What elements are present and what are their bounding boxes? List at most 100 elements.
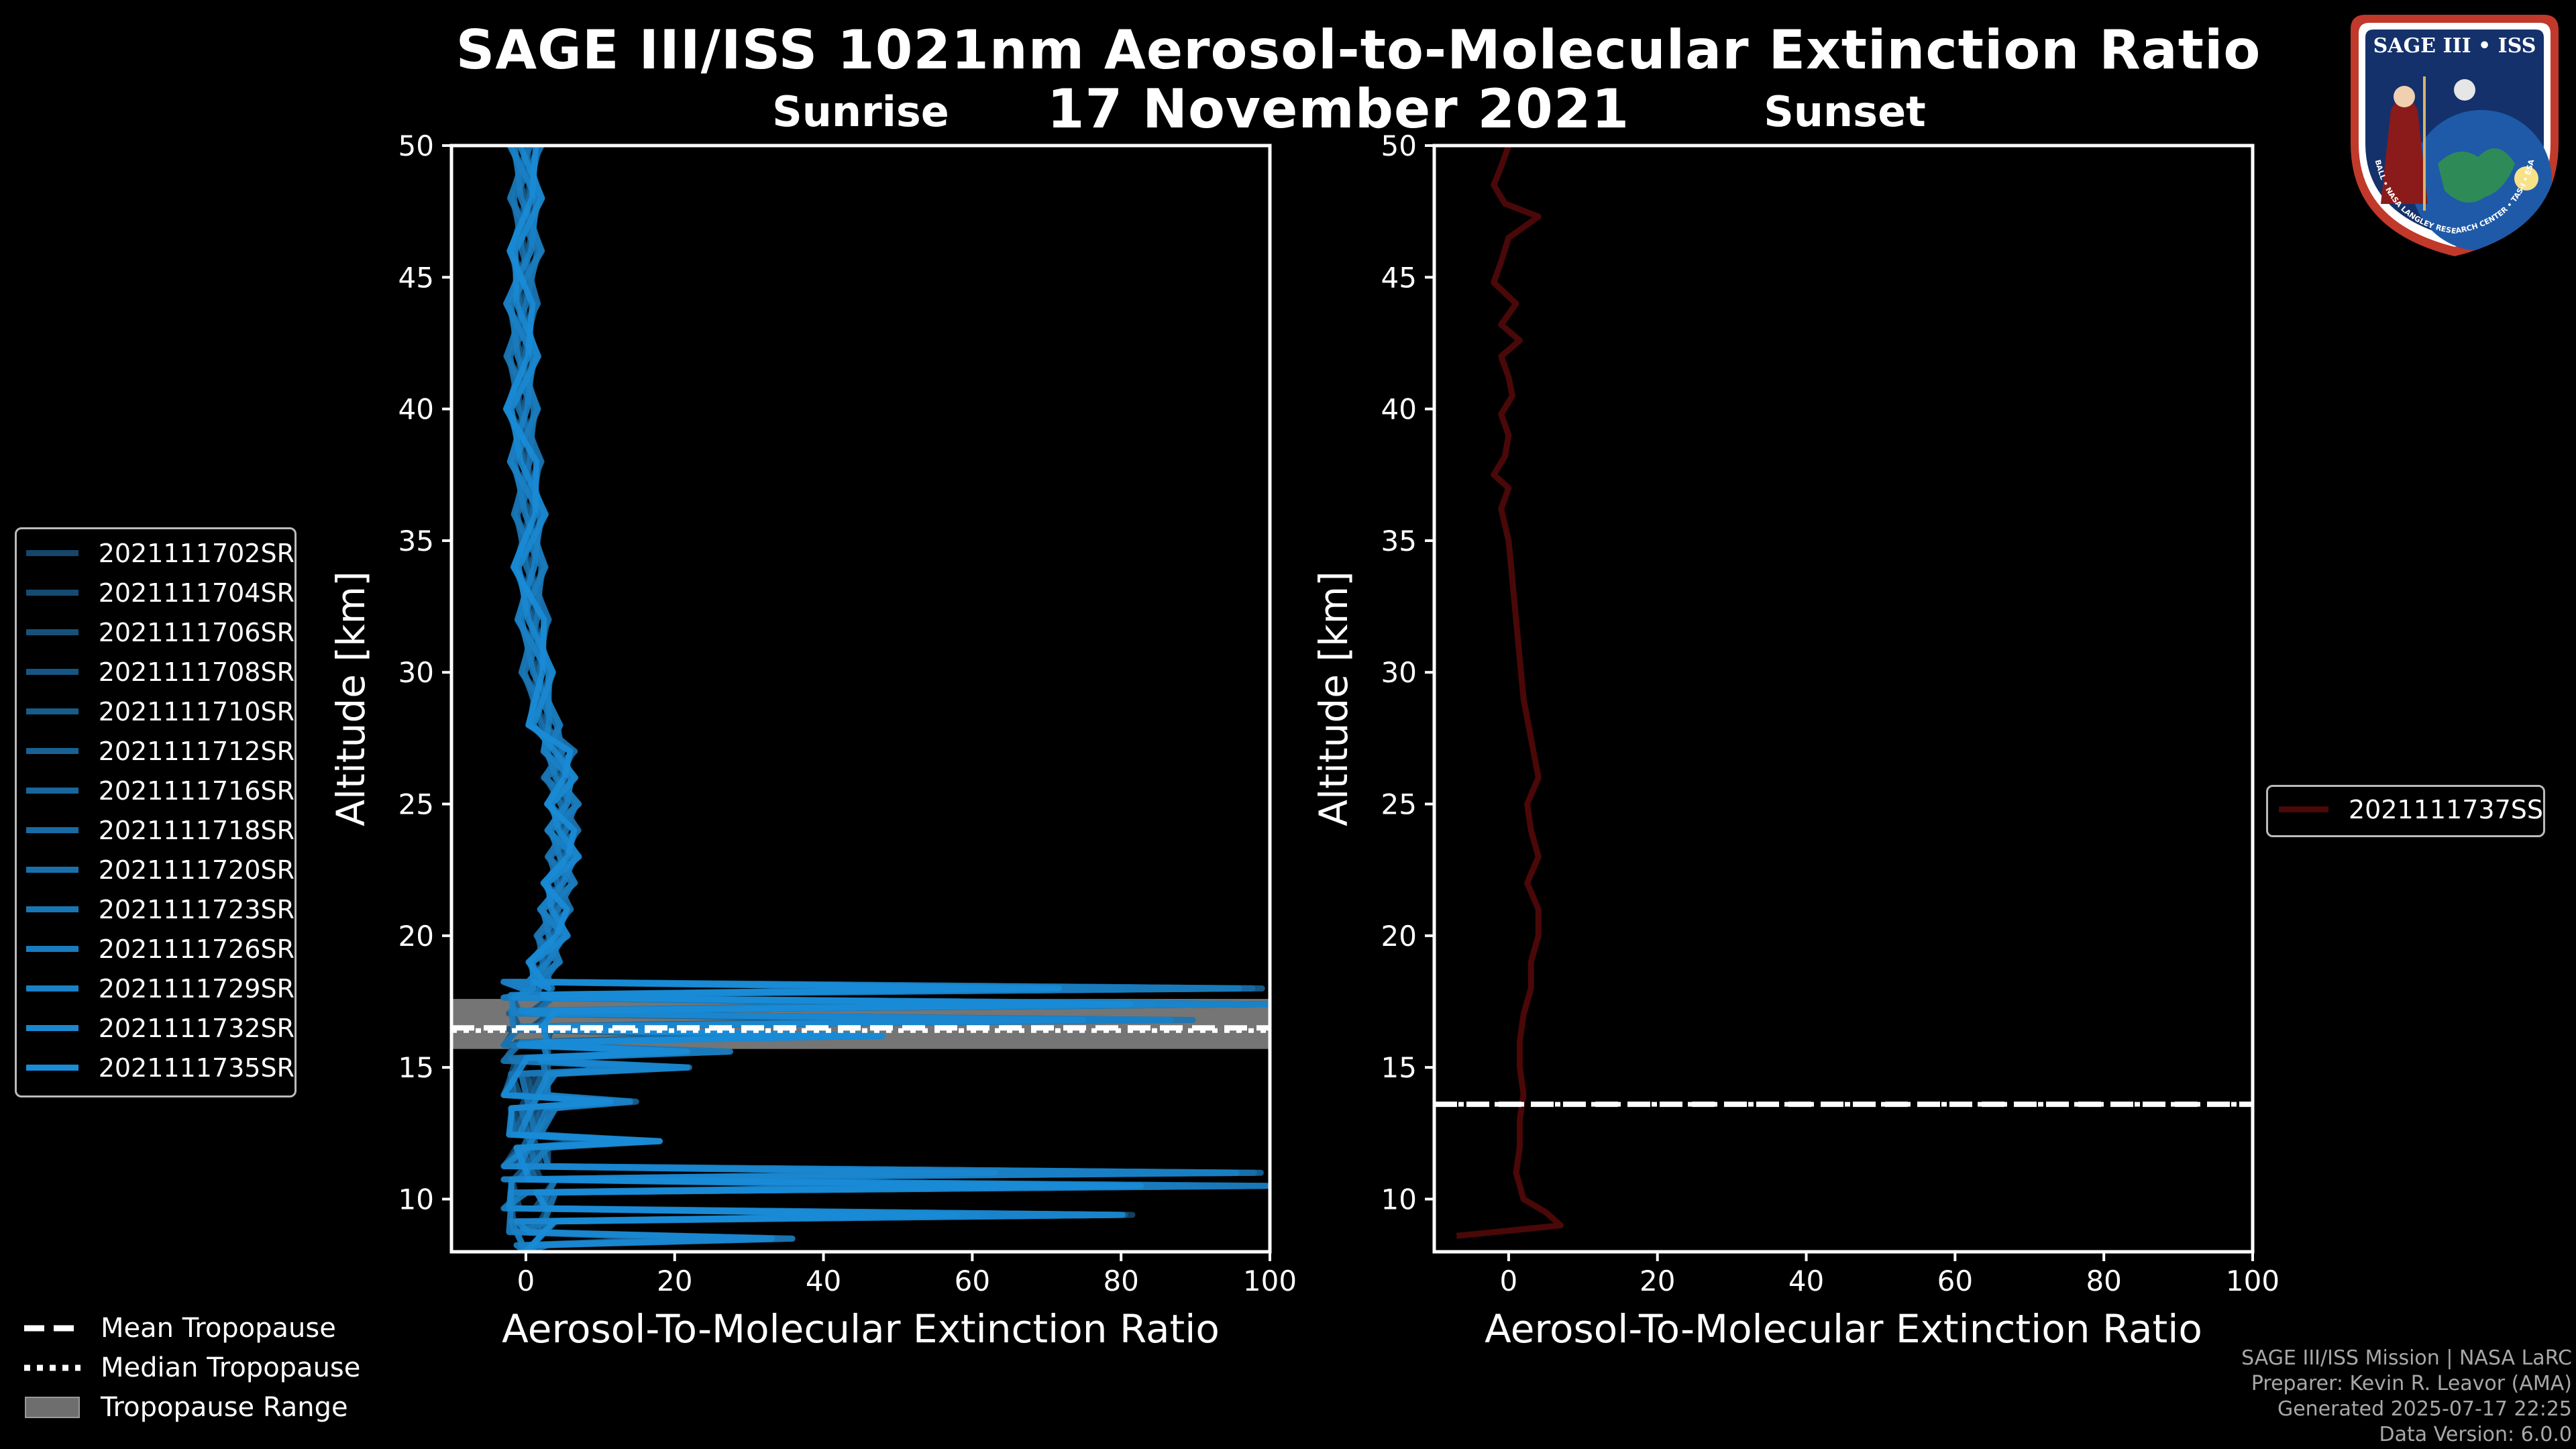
x-axis-label: Aerosol-To-Molecular Extinction Ratio — [502, 1306, 1220, 1352]
y-tick-label: 40 — [1381, 393, 1417, 426]
credit-preparer: Preparer: Kevin R. Leavor (AMA) — [2251, 1372, 2572, 1395]
x-tick-label: 100 — [2226, 1265, 2279, 1297]
legend-swatch — [26, 550, 78, 556]
legend-label: 2021111716SR — [98, 775, 294, 806]
legend-item-2021111723SR: 2021111723SR — [17, 890, 294, 929]
legend-label: Tropopause Range — [101, 1391, 348, 1423]
legend-label: 2021111732SR — [98, 1013, 294, 1043]
y-tick-label: 15 — [1381, 1051, 1417, 1084]
legend-swatch — [26, 1065, 78, 1071]
legend-item-2021111718SR: 2021111718SR — [17, 810, 294, 850]
plot-frame — [1432, 144, 2255, 1254]
legend-label: Mean Tropopause — [101, 1312, 336, 1344]
legend-label: 2021111712SR — [98, 736, 294, 766]
legend-item-2021111710SR: 2021111710SR — [17, 692, 294, 731]
legend-item-2021111712SR: 2021111712SR — [17, 731, 294, 771]
legend-item-2021111720SR: 2021111720SR — [17, 850, 294, 890]
legend-label: 2021111723SR — [98, 894, 294, 924]
legend-label: 2021111704SR — [98, 578, 294, 608]
x-tick-label: 40 — [1788, 1265, 1824, 1297]
y-tick-label: 50 — [398, 129, 434, 162]
legend-label: 2021111726SR — [98, 934, 294, 964]
badge-title: SAGE III • ISS — [2373, 34, 2536, 58]
tropopause-legend: Mean Tropopause Median Tropopause Tropop… — [24, 1308, 360, 1427]
x-tick-label: 0 — [1500, 1265, 1518, 1297]
legend-item-2021111735SR: 2021111735SR — [17, 1048, 294, 1087]
y-tick-label: 25 — [1381, 788, 1417, 821]
scientist-figure — [2381, 97, 2428, 204]
legend-swatch — [26, 629, 78, 635]
series-line-2021111732SR — [501, 146, 1270, 1252]
dotted-line-swatch — [24, 1364, 80, 1371]
credits: SAGE III/ISS Mission | NASA LaRC Prepare… — [2241, 1346, 2572, 1448]
legend-label: 2021111737SS — [2348, 794, 2543, 824]
sunset-panel-title: Sunset — [1764, 87, 1926, 136]
y-axis-label: Altitude [km] — [328, 571, 374, 826]
dashed-line-swatch — [24, 1325, 80, 1331]
series-line-2021111737SS — [1456, 146, 1564, 1239]
y-tick-label: 25 — [398, 788, 434, 821]
plot-frame — [449, 144, 1272, 1254]
credit-version: Data Version: 6.0.0 — [2379, 1423, 2572, 1446]
series-group — [1456, 146, 1564, 1239]
y-tick-label: 10 — [398, 1183, 434, 1216]
legend-item-2021111729SR: 2021111729SR — [17, 969, 294, 1008]
x-tick-label: 40 — [806, 1265, 841, 1297]
legend-swatch — [26, 946, 78, 952]
legend-label: 2021111708SR — [98, 657, 294, 687]
credit-mission: SAGE III/ISS Mission | NASA LaRC — [2241, 1346, 2572, 1370]
y-tick-label: 30 — [1381, 656, 1417, 689]
legend-swatch — [2279, 806, 2328, 812]
legend-item-2021111716SR: 2021111716SR — [17, 771, 294, 810]
y-axis-label: Altitude [km] — [1311, 571, 1356, 826]
legend-item-2021111732SR: 2021111732SR — [17, 1008, 294, 1048]
sunrise-panel-title: Sunrise — [772, 87, 949, 136]
legend-label: 2021111710SR — [98, 696, 294, 727]
legend-swatch — [26, 708, 78, 714]
x-tick-label: 20 — [657, 1265, 692, 1297]
sunset-panel: 0 20 40 60 80 100 10 15 20 25 30 35 40 45 50 Aerosol-To… — [1311, 129, 2279, 1352]
y-tick-label: 35 — [1381, 525, 1417, 557]
legend-swatch — [26, 788, 78, 794]
x-tick-label: 100 — [1243, 1265, 1297, 1297]
sunrise-legend: 2021111702SR 2021111704SR 2021111706SR 2021… — [15, 527, 297, 1097]
legend-swatch — [26, 867, 78, 873]
legend-mean-tropopause: Mean Tropopause — [24, 1308, 360, 1348]
y-tick-label: 45 — [398, 261, 434, 294]
y-tick-label: 30 — [398, 656, 434, 689]
legend-swatch — [26, 827, 78, 833]
x-tick-label: 80 — [2086, 1265, 2121, 1297]
credit-generated: Generated 2025-07-17 22:25 — [2277, 1397, 2572, 1421]
legend-label: 2021111718SR — [98, 815, 294, 845]
y-tick-label: 45 — [1381, 261, 1417, 294]
legend-item-2021111702SR: 2021111702SR — [17, 533, 294, 573]
legend-item-2021111708SR: 2021111708SR — [17, 652, 294, 692]
x-tick-label: 80 — [1103, 1265, 1138, 1297]
series-line-2021111735SR — [501, 146, 1144, 1252]
legend-tropopause-range: Tropopause Range — [24, 1387, 360, 1427]
legend-label: 2021111735SR — [98, 1053, 294, 1083]
legend-item-2021111737SS: 2021111737SS — [2268, 790, 2543, 829]
sunset-legend: 2021111737SS — [2266, 785, 2545, 837]
x-tick-label: 0 — [517, 1265, 535, 1297]
legend-swatch — [26, 748, 78, 754]
y-tick-label: 35 — [398, 525, 434, 557]
range-swatch — [25, 1396, 80, 1418]
y-tick-label: 50 — [1381, 129, 1417, 162]
sunrise-panel: 0 20 40 60 80 100 10 15 20 25 30 35 40 45 50 Aerosol-To… — [328, 129, 1297, 1352]
chart-title: SAGE III/ISS 1021nm Aerosol-to-Molecular… — [455, 19, 2261, 81]
y-tick-label: 15 — [398, 1051, 434, 1084]
legend-item-2021111706SR: 2021111706SR — [17, 612, 294, 652]
legend-label: 2021111729SR — [98, 973, 294, 1004]
chart-date: 17 November 2021 — [1046, 78, 1630, 140]
legend-label: 2021111706SR — [98, 617, 294, 647]
legend-swatch — [26, 590, 78, 596]
legend-swatch — [26, 906, 78, 912]
y-tick-label: 40 — [398, 393, 434, 426]
y-tick-label: 20 — [398, 920, 434, 953]
x-tick-label: 60 — [955, 1265, 990, 1297]
legend-label: 2021111720SR — [98, 855, 294, 885]
mission-patch-logo: SAGE III • ISS BALL • NASA LANGLEY RESEA… — [2351, 15, 2559, 256]
legend-median-tropopause: Median Tropopause — [24, 1348, 360, 1387]
